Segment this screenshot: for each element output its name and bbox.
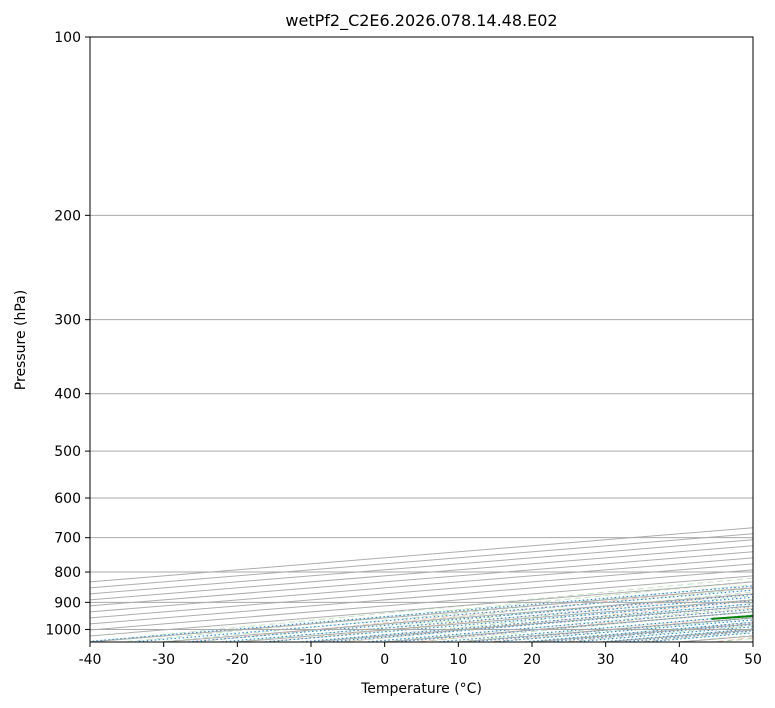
isotherm-line	[90, 533, 753, 589]
moist-adiabat	[671, 634, 753, 642]
isotherm-line	[90, 539, 753, 595]
mixing-ratio-line	[539, 623, 753, 642]
axis-ticks: -40 -30 -20 -10 0 10 20 30 40 50 100 200 300 400 500 60…	[45, 30, 762, 668]
moist-adiabat	[264, 595, 753, 642]
moist-adiabat	[153, 584, 753, 642]
y-tick-label: 800	[54, 565, 81, 581]
mixing-ratio-line	[485, 619, 753, 642]
y-tick-label: 200	[54, 208, 81, 224]
isotherm-line	[90, 545, 753, 601]
mixing-ratio-line	[125, 589, 753, 642]
isotherm-line	[90, 563, 753, 619]
isotherm-line	[157, 593, 753, 642]
dry-adiabat	[706, 637, 753, 642]
dry-adiabat	[333, 600, 753, 642]
background-lines	[90, 24, 775, 645]
dry-adiabat	[482, 614, 753, 642]
x-axis-label: Temperature (°C)	[360, 681, 482, 697]
x-tick-label: -20	[226, 652, 249, 668]
dewpoint-profile	[711, 614, 753, 620]
plot-frame	[89, 36, 754, 643]
y-tick-label: 900	[54, 595, 81, 611]
moist-adiabat	[486, 617, 753, 642]
moist-adiabat	[338, 602, 753, 642]
moist-adiabat	[634, 631, 753, 642]
y-tick-label: 300	[54, 313, 81, 329]
isotherm-line	[90, 587, 753, 642]
y-tick-label: 400	[54, 387, 81, 403]
moist-adiabat	[90, 577, 753, 642]
x-tick-label: 50	[744, 652, 762, 668]
mixing-ratio-line	[90, 585, 753, 642]
isotherm-line	[304, 605, 753, 642]
series-layer	[711, 614, 753, 620]
isotherm-line	[90, 581, 753, 637]
isotherm-line	[672, 635, 753, 642]
moist-adiabat	[412, 610, 753, 642]
chart-title: wetPf2_C2E6.2026.078.14.48.E02	[285, 11, 557, 31]
mixing-ratio-line	[593, 628, 753, 642]
x-tick-label: -40	[79, 652, 102, 668]
x-tick-label: 20	[523, 652, 541, 668]
moist-adiabat	[375, 606, 753, 642]
grid	[90, 37, 753, 642]
isotherm-line	[90, 551, 753, 607]
y-tick-label: 500	[54, 444, 81, 460]
isotherm-line	[90, 557, 753, 613]
isotherm-line	[378, 611, 753, 642]
x-tick-label: -30	[152, 652, 175, 668]
isotherm-line	[90, 569, 753, 625]
moist-adiabat	[560, 624, 753, 642]
y-tick-label: 1000	[45, 622, 81, 638]
x-tick-label: 40	[670, 652, 688, 668]
moist-adiabat	[301, 599, 753, 642]
x-tick-label: 10	[449, 652, 467, 668]
moist-adiabat	[745, 641, 753, 642]
dry-adiabat	[557, 622, 753, 642]
mixing-ratio-line	[179, 593, 753, 642]
x-tick-label: 0	[380, 652, 389, 668]
dry-adiabat	[407, 607, 753, 642]
moist-adiabat	[708, 638, 753, 642]
isotherm-line	[746, 641, 753, 642]
dry-adiabat	[258, 593, 753, 642]
isotherm-line	[90, 527, 753, 583]
dry-adiabat	[763, 24, 775, 645]
x-tick-label: -10	[300, 652, 323, 668]
y-tick-label: 600	[54, 491, 81, 507]
moist-adiabat	[449, 614, 753, 642]
dry-adiabat	[632, 629, 753, 642]
moist-adiabat	[116, 580, 753, 642]
isotherm-line	[90, 575, 753, 631]
y-tick-label: 100	[54, 30, 81, 46]
isotherm-line	[451, 617, 753, 642]
y-axis-label: Pressure (hPa)	[13, 290, 29, 390]
x-tick-label: 30	[597, 652, 615, 668]
y-tick-label: 700	[54, 531, 81, 547]
